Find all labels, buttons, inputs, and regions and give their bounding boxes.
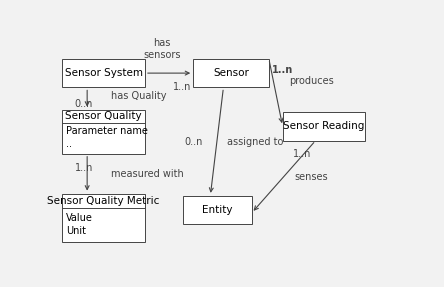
Text: 1..n: 1..n <box>272 65 293 75</box>
Text: assigned to: assigned to <box>227 137 283 147</box>
Bar <box>62 110 145 154</box>
Text: Sensor System: Sensor System <box>65 68 143 78</box>
Text: produces: produces <box>289 76 334 86</box>
Text: Sensor Quality: Sensor Quality <box>65 111 142 121</box>
Text: Sensor Reading: Sensor Reading <box>283 121 365 131</box>
Text: 1..n: 1..n <box>75 163 93 172</box>
Text: Parameter name: Parameter name <box>66 127 148 137</box>
Text: ..: .. <box>66 139 72 149</box>
Text: has
sensors: has sensors <box>143 38 181 60</box>
Text: Value: Value <box>66 213 93 223</box>
Text: Sensor Quality Metric: Sensor Quality Metric <box>48 196 160 206</box>
Text: Entity: Entity <box>202 205 233 215</box>
Text: 0..n: 0..n <box>184 137 203 147</box>
Text: senses: senses <box>294 172 328 182</box>
Bar <box>183 196 252 224</box>
Bar <box>282 112 365 141</box>
Bar <box>62 59 145 88</box>
Text: has Quality: has Quality <box>111 91 167 101</box>
Bar <box>62 193 145 242</box>
Text: 1..n: 1..n <box>173 82 191 92</box>
Text: Sensor: Sensor <box>213 68 249 78</box>
Text: 0..n: 0..n <box>75 98 93 108</box>
Text: 1..n: 1..n <box>293 149 311 159</box>
Text: Unit: Unit <box>66 226 86 236</box>
Text: measured with: measured with <box>111 169 184 179</box>
Bar <box>193 59 269 88</box>
